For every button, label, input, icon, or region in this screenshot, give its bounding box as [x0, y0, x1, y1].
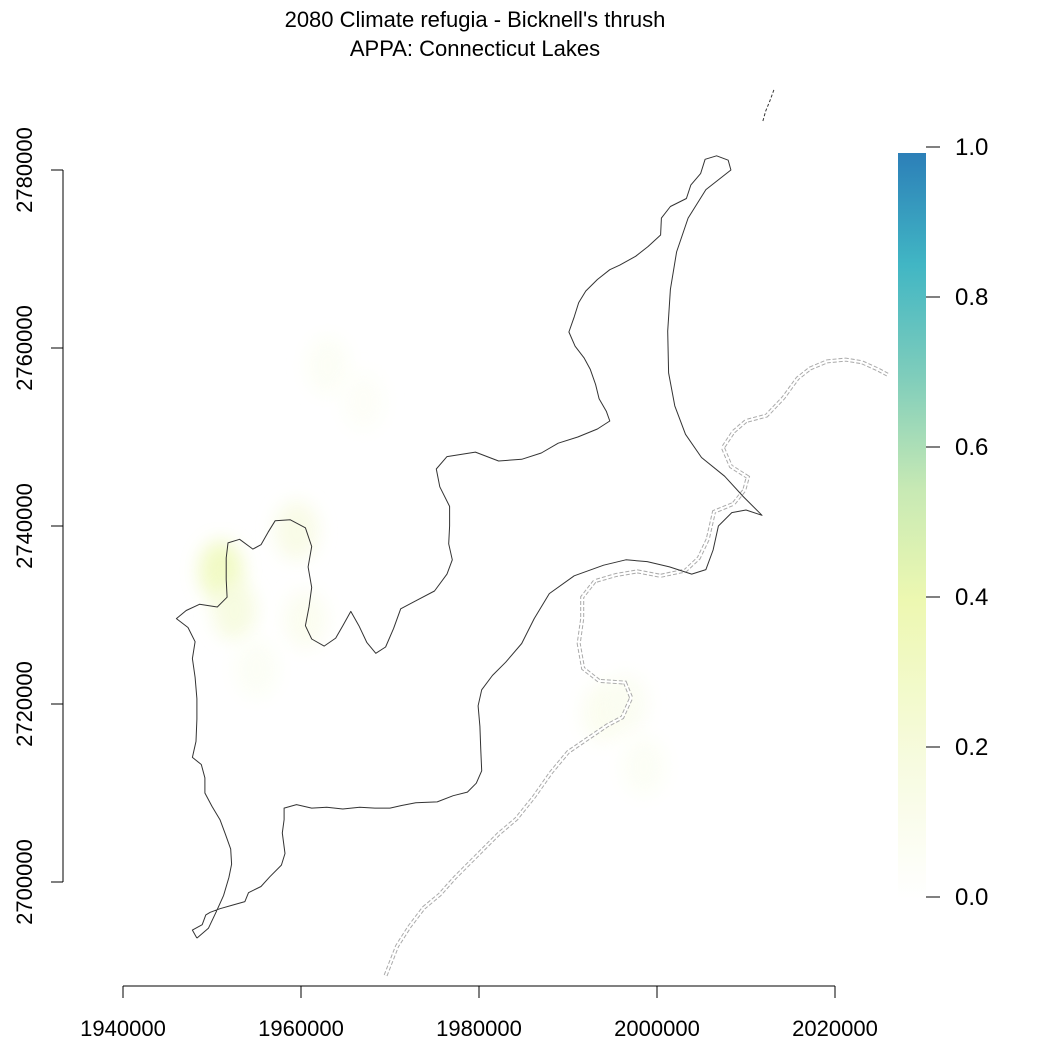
- map-subtitle: APPA: Connecticut Lakes: [350, 36, 600, 61]
- refugia-patch: [621, 736, 666, 797]
- y-tick-label: 2720000: [12, 661, 37, 747]
- legend-tick-label: 0.6: [955, 434, 988, 461]
- refugia-layer: [198, 335, 666, 797]
- refugia-patch: [305, 335, 350, 396]
- map-title: 2080 Climate refugia - Bicknell's thrush: [285, 7, 666, 32]
- trail-line-inner: [384, 358, 890, 976]
- legend-tick-label: 0.2: [955, 734, 988, 761]
- x-tick-label: 1980000: [436, 1016, 522, 1041]
- legend-color-bar: [898, 153, 926, 899]
- trail-line-outer: [383, 357, 891, 977]
- legend-tick-label: 0.8: [955, 284, 988, 311]
- boundary-layer: [175, 87, 775, 939]
- legend-tick-label: 0.4: [955, 584, 988, 611]
- refugia-patch: [234, 638, 279, 699]
- legend-tick-label: 1.0: [955, 134, 988, 161]
- refugia-patch: [212, 580, 257, 641]
- x-tick-label: 1940000: [80, 1016, 166, 1041]
- refugia-patch: [341, 371, 386, 432]
- y-tick-label: 2740000: [12, 483, 37, 569]
- legend-ticks: 0.0 0.2 0.4 0.6 0.8 1.0: [926, 134, 988, 911]
- refugia-patch: [283, 589, 328, 650]
- y-axis: 2700000 2720000 2740000 2760000 2780000: [12, 127, 64, 925]
- legend: 0.0 0.2 0.4 0.6 0.8 1.0: [898, 134, 988, 911]
- x-tick-label: 1960000: [258, 1016, 344, 1041]
- apa-boundary: [175, 155, 763, 939]
- refugia-patch: [274, 500, 319, 561]
- x-tick-label: 2000000: [614, 1016, 700, 1041]
- refugia-patch: [603, 674, 648, 734]
- boundary-fragment: [762, 87, 775, 122]
- x-tick-label: 2020000: [792, 1016, 878, 1041]
- trail-layer: [383, 357, 891, 977]
- x-axis: 1940000 1960000 1980000 2000000 2020000: [80, 985, 878, 1041]
- legend-tick-label: 0.0: [955, 884, 988, 911]
- y-tick-label: 2780000: [12, 127, 37, 213]
- y-tick-label: 2760000: [12, 305, 37, 391]
- y-tick-label: 2700000: [12, 839, 37, 925]
